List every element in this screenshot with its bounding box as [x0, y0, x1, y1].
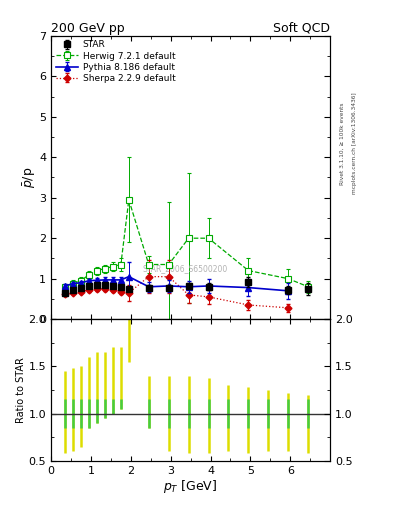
Text: STAR_2006_S6500200: STAR_2006_S6500200 — [142, 264, 228, 273]
Text: Rivet 3.1.10, ≥ 100k events: Rivet 3.1.10, ≥ 100k events — [340, 102, 345, 185]
X-axis label: $p_T$ [GeV]: $p_T$ [GeV] — [163, 478, 218, 496]
Text: Soft QCD: Soft QCD — [273, 22, 330, 35]
Text: 200 GeV pp: 200 GeV pp — [51, 22, 125, 35]
Legend: STAR, Herwig 7.2.1 default, Pythia 8.186 default, Sherpa 2.2.9 default: STAR, Herwig 7.2.1 default, Pythia 8.186… — [54, 38, 177, 85]
Text: mcplots.cern.ch [arXiv:1306.3436]: mcplots.cern.ch [arXiv:1306.3436] — [352, 93, 357, 194]
Y-axis label: $\bar{p}$/p: $\bar{p}$/p — [21, 167, 38, 188]
Y-axis label: Ratio to STAR: Ratio to STAR — [16, 357, 26, 423]
